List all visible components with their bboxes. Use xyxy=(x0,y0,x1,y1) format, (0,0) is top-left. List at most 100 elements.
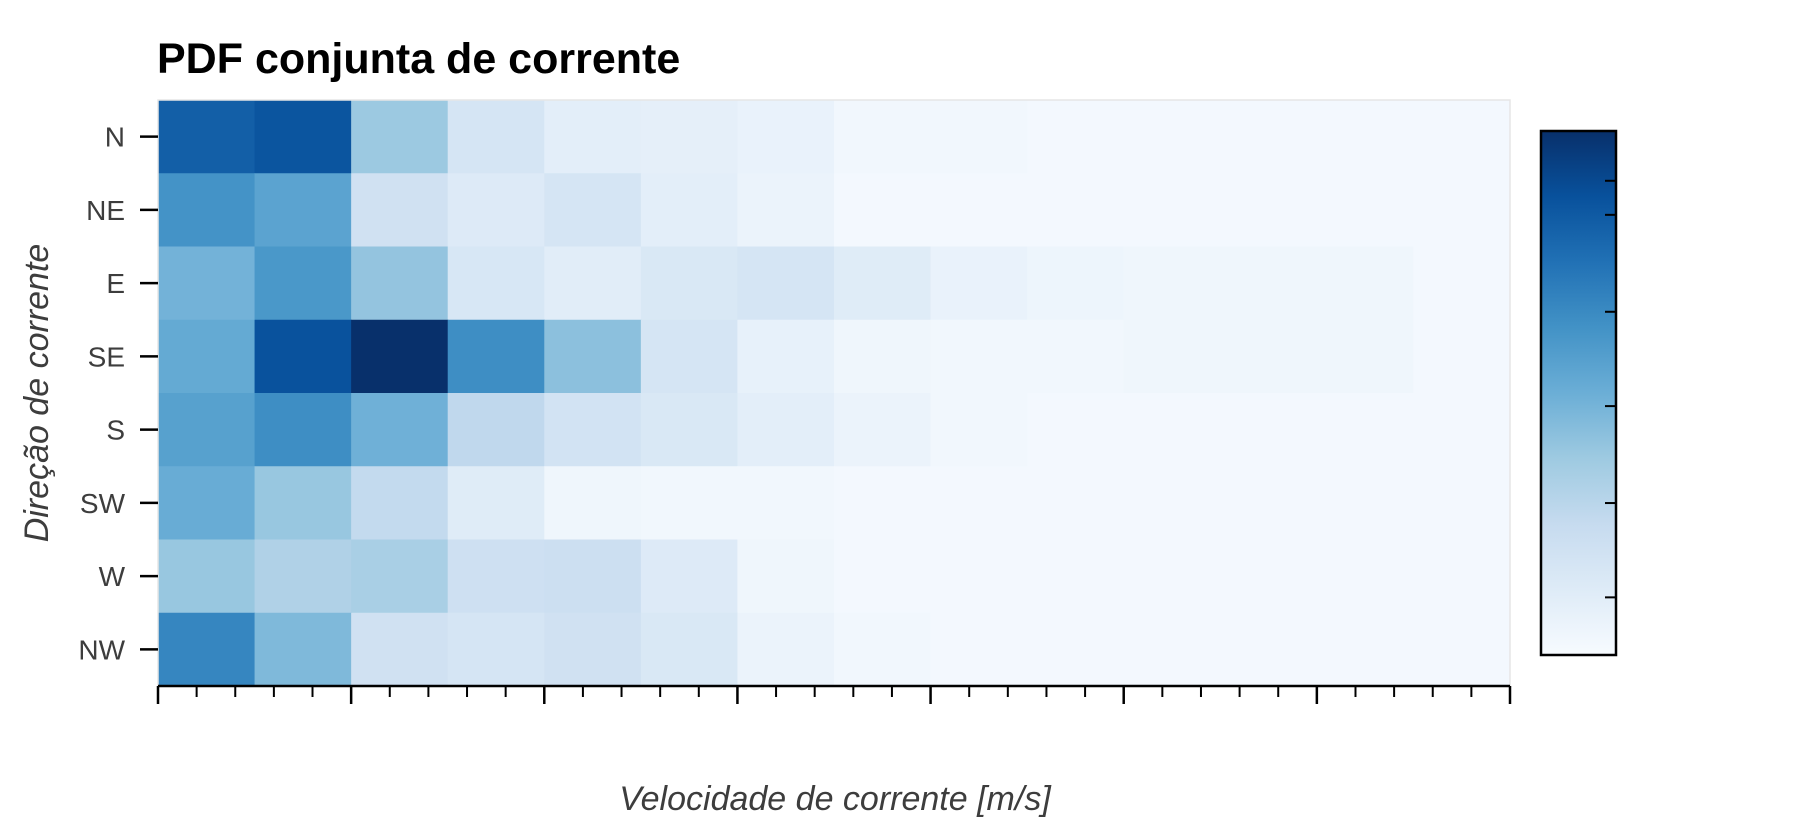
heatmap-cell-SW-10 xyxy=(1123,466,1221,541)
heatmap-cell-NE-6 xyxy=(737,173,835,248)
heatmap-cell-W-4 xyxy=(544,539,642,614)
y-tick-label-SW: SW xyxy=(80,488,126,519)
heatmap-cell-S-8 xyxy=(930,393,1028,467)
heatmap-cell-NW-7 xyxy=(834,612,932,687)
heatmap-cell-S-7 xyxy=(834,393,932,467)
y-tick-label-E: E xyxy=(106,268,125,299)
heatmap-cell-S-6 xyxy=(737,393,835,467)
heatmap-cell-SW-3 xyxy=(447,466,545,541)
heatmap-cell-E-3 xyxy=(447,246,545,321)
heatmap-cell-S-12 xyxy=(1316,393,1415,467)
heatmap-cell-N-0 xyxy=(158,100,256,174)
heatmap-cell-N-6 xyxy=(737,100,835,174)
heatmap-cell-N-11 xyxy=(1220,100,1318,174)
heatmap-cell-SW-6 xyxy=(737,466,835,541)
heatmap-cell-NE-8 xyxy=(930,173,1028,248)
heatmap-cell-SE-13 xyxy=(1413,319,1511,394)
heatmap-cell-SE-1 xyxy=(254,319,352,394)
heatmap-cell-W-0 xyxy=(158,539,256,614)
heatmap-cell-NW-0 xyxy=(158,612,256,687)
heatmap-cell-NW-13 xyxy=(1413,612,1511,687)
heatmap-cell-NE-11 xyxy=(1220,173,1318,248)
heatmap-cell-E-4 xyxy=(544,246,642,321)
heatmap-cell-SW-13 xyxy=(1413,466,1511,541)
heatmap-cell-N-1 xyxy=(254,100,352,174)
heatmap-cell-NW-10 xyxy=(1123,612,1221,687)
y-axis: N NE E SE S SW W NW xyxy=(78,122,158,665)
heatmap-cell-E-11 xyxy=(1220,246,1318,321)
heatmap-cell-SE-6 xyxy=(737,319,835,394)
heatmap-cell-SW-0 xyxy=(158,466,256,541)
heatmap-cell-SW-12 xyxy=(1316,466,1415,541)
heatmap-cell-SW-8 xyxy=(930,466,1028,541)
heatmap-cell-N-8 xyxy=(930,100,1028,174)
chart-title: PDF conjunta de corrente xyxy=(157,35,680,83)
heatmap-cell-N-5 xyxy=(640,100,739,174)
x-axis-label: Velocidade de corrente [m/s] xyxy=(619,780,1052,818)
heatmap-cell-NE-5 xyxy=(640,173,739,248)
heatmap-cell-SE-12 xyxy=(1316,319,1415,394)
colorbar-ticks xyxy=(1605,179,1616,599)
heatmap-cell-W-12 xyxy=(1316,539,1415,614)
heatmap-cell-W-6 xyxy=(737,539,835,614)
heatmap-cell-SW-1 xyxy=(254,466,352,541)
heatmap-cell-W-11 xyxy=(1220,539,1318,614)
y-tick-label-NE: NE xyxy=(86,195,125,226)
heatmap-cell-SW-11 xyxy=(1220,466,1318,541)
heatmap-cell-E-0 xyxy=(158,246,256,321)
heatmap-cell-N-4 xyxy=(544,100,642,174)
heatmap-cell-E-12 xyxy=(1316,246,1415,321)
heatmap-cell-E-9 xyxy=(1027,246,1125,321)
y-axis-label: Direção de corrente xyxy=(18,244,56,543)
heatmap-cell-S-0 xyxy=(158,393,256,467)
heatmap-cell-NW-3 xyxy=(447,612,545,687)
heatmap-cell-SE-4 xyxy=(544,319,642,394)
heatmap-cell-S-4 xyxy=(544,393,642,467)
heatmap-cell-SW-2 xyxy=(351,466,449,541)
heatmap-cell-NE-3 xyxy=(447,173,545,248)
heatmap-cell-SW-5 xyxy=(640,466,739,541)
heatmap-cell-NE-13 xyxy=(1413,173,1511,248)
heatmap-cell-NW-4 xyxy=(544,612,642,687)
heatmap-cell-N-2 xyxy=(351,100,449,174)
heatmap-cell-SE-3 xyxy=(447,319,545,394)
heatmap-cell-N-12 xyxy=(1316,100,1415,174)
heatmap-cell-E-7 xyxy=(834,246,932,321)
heatmap-cell-NE-0 xyxy=(158,173,256,248)
heatmap-cell-NE-9 xyxy=(1027,173,1125,248)
heatmap-cell-W-7 xyxy=(834,539,932,614)
heatmap-cell-NW-5 xyxy=(640,612,739,687)
heatmap-cell-N-10 xyxy=(1123,100,1221,174)
heatmap-cell-NE-2 xyxy=(351,173,449,248)
heatmap-cell-S-1 xyxy=(254,393,352,467)
heatmap-cell-NE-1 xyxy=(254,173,352,248)
heatmap-cell-NW-12 xyxy=(1316,612,1415,687)
heatmap-cell-E-1 xyxy=(254,246,352,321)
colorbar xyxy=(1539,129,1618,657)
heatmap-cell-E-5 xyxy=(640,246,739,321)
heatmap-cell-NW-6 xyxy=(737,612,835,687)
heatmap-cell-E-10 xyxy=(1123,246,1221,321)
heatmap-cell-W-3 xyxy=(447,539,545,614)
heatmap-cell-N-3 xyxy=(447,100,545,174)
y-tick-label-N: N xyxy=(105,122,125,153)
heatmap-cell-SE-0 xyxy=(158,319,256,394)
heatmap-cell-SE-7 xyxy=(834,319,932,394)
heatmap-cell-NE-4 xyxy=(544,173,642,248)
heatmap-cell-SE-2 xyxy=(351,319,449,394)
heatmap-cell-W-1 xyxy=(254,539,352,614)
heatmap-cell-E-13 xyxy=(1413,246,1511,321)
heatmap-cell-NE-12 xyxy=(1316,173,1415,248)
heatmap-cell-NW-9 xyxy=(1027,612,1125,687)
heatmap-cell-E-2 xyxy=(351,246,449,321)
heatmap-cell-SW-9 xyxy=(1027,466,1125,541)
heatmap-cell-SE-8 xyxy=(930,319,1028,394)
heatmap-cell-W-8 xyxy=(930,539,1028,614)
heatmap-cell-SW-4 xyxy=(544,466,642,541)
heatmap-cell-E-6 xyxy=(737,246,835,321)
heatmap-cell-N-13 xyxy=(1413,100,1511,174)
heatmap-cell-NE-7 xyxy=(834,173,932,248)
heatmap-cell-W-5 xyxy=(640,539,739,614)
